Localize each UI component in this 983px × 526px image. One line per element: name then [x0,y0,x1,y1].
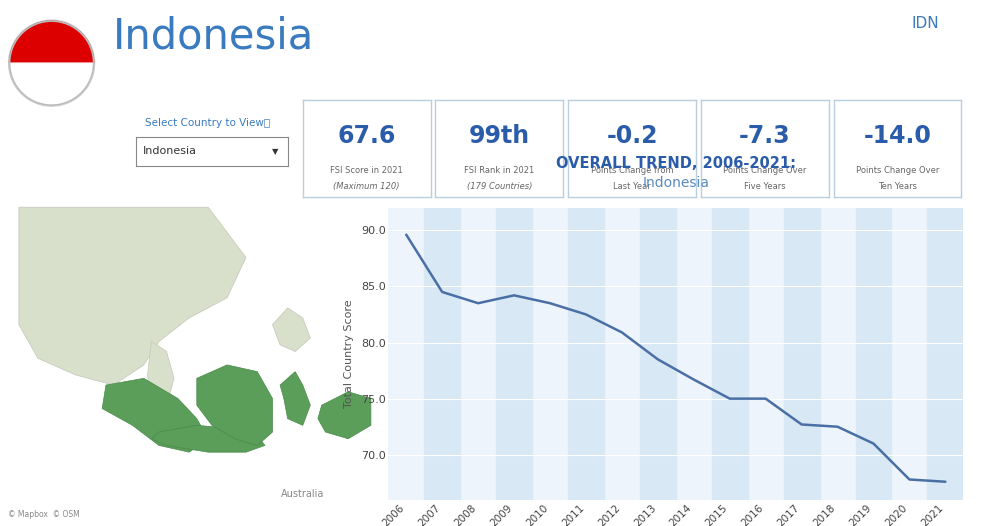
Text: -7.3: -7.3 [739,124,790,148]
Wedge shape [10,63,93,105]
Bar [783,208,820,500]
Text: Ten Years: Ten Years [878,182,917,191]
Circle shape [9,20,94,106]
Polygon shape [151,426,264,452]
Text: Select Country to View⯆: Select Country to View⯆ [145,118,270,128]
Bar [640,208,676,500]
Wedge shape [10,21,93,63]
Text: 67.6: 67.6 [337,124,396,148]
Text: -0.2: -0.2 [607,124,658,148]
Y-axis label: Total Country Score: Total Country Score [344,299,354,408]
Text: -14.0: -14.0 [863,124,932,148]
Polygon shape [102,378,208,452]
Text: OVERALL TREND, 2006-2021:: OVERALL TREND, 2006-2021: [555,156,796,171]
Text: © Mapbox  © OSM: © Mapbox © OSM [8,510,80,519]
Bar [496,208,532,500]
Text: Indonesia: Indonesia [642,176,710,190]
Text: (Maximum 120): (Maximum 120) [333,182,400,191]
Text: (179 Countries): (179 Countries) [467,182,532,191]
Bar [568,208,604,500]
Text: ▼: ▼ [272,147,279,156]
Polygon shape [272,308,311,351]
Text: Indonesia: Indonesia [113,16,315,58]
Polygon shape [147,341,174,419]
Text: FSI Score in 2021: FSI Score in 2021 [330,166,403,175]
Text: IDN: IDN [911,16,939,31]
Text: Points Change Over: Points Change Over [723,166,806,175]
Text: Points Change from: Points Change from [591,166,673,175]
Text: Five Years: Five Years [744,182,785,191]
Bar [425,208,460,500]
Text: FSI Rank in 2021: FSI Rank in 2021 [464,166,535,175]
Polygon shape [280,372,311,426]
Polygon shape [19,207,246,385]
Text: Australia: Australia [281,489,324,499]
Bar [927,208,963,500]
Text: Points Change Over: Points Change Over [856,166,939,175]
Bar [855,208,892,500]
Polygon shape [318,392,371,439]
Text: Last Year: Last Year [613,182,651,191]
Text: 99th: 99th [469,124,530,148]
Text: Indonesia: Indonesia [144,146,198,156]
Polygon shape [197,365,272,446]
Bar [712,208,748,500]
